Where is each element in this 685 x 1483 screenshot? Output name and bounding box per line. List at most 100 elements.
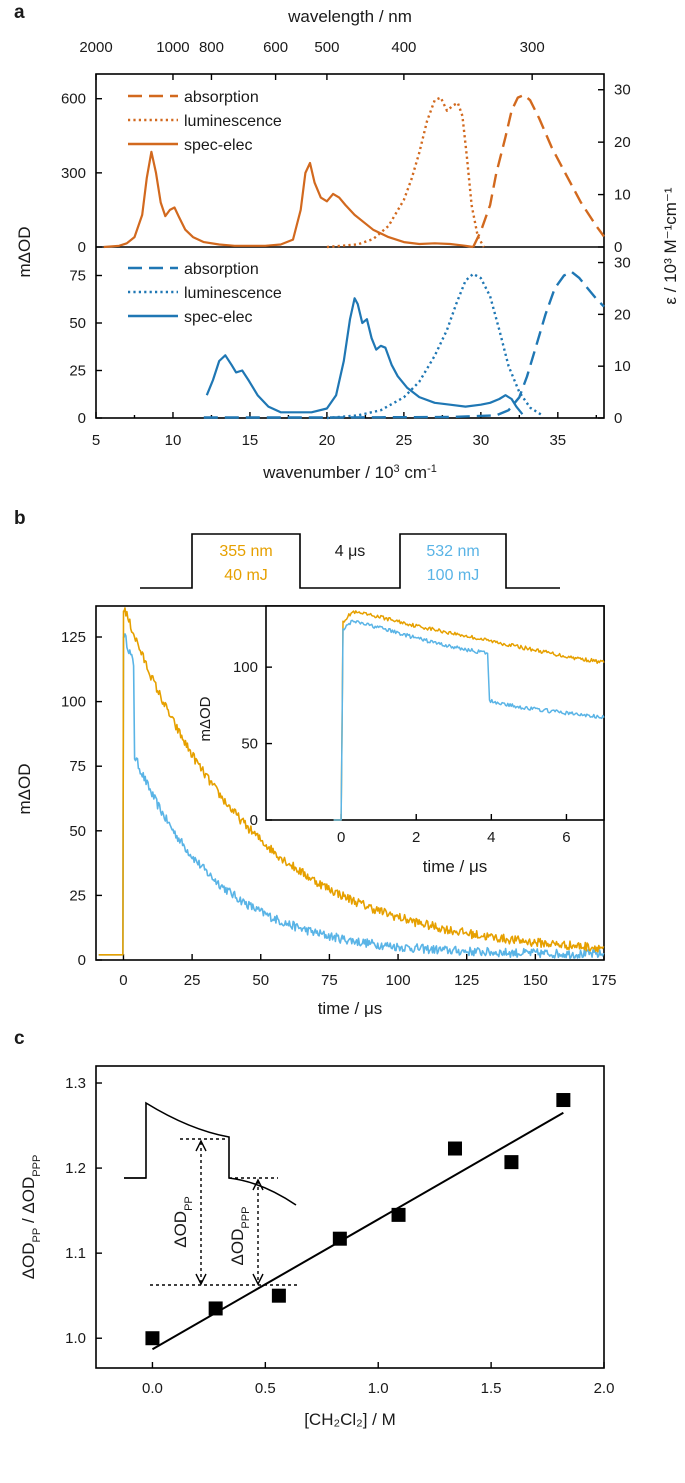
c-x-axis-tick-label: 1.5 [481, 1380, 502, 1397]
a-left-axis-tick-label: 600 [61, 91, 86, 108]
b-inset-y-axis-title: mΔOD [197, 696, 214, 741]
c-data-point [271, 1288, 286, 1303]
panel-label-c: c [14, 1028, 25, 1049]
a-x-axis-title: wavenumber / 103 cm-1 [262, 463, 437, 482]
top-axis-tick-label: 1000 [156, 39, 189, 56]
a-right-axis-title: ε / 10³ M⁻¹cm⁻¹ [661, 187, 680, 304]
b-inset-y-axis-tick-label: 50 [241, 736, 258, 753]
a-left-axis-tick-label: 50 [69, 315, 86, 332]
a-upper-luminescence-line [326, 96, 485, 249]
c-y-axis-tick-label: 1.2 [65, 1160, 86, 1177]
b-x-axis-tick-label: 175 [591, 972, 616, 989]
b-y-axis-tick-label: 75 [69, 758, 86, 775]
a-left-axis-tick-label: 0 [78, 239, 86, 256]
b-x-axis-title: time / μs [318, 999, 383, 1018]
c-x-axis-tick-label: 0.0 [142, 1380, 163, 1397]
a-lower-legend-label: spec-elec [184, 309, 252, 326]
c-x-axis-tick-label: 1.0 [368, 1380, 389, 1397]
a-lower-spec-elec-line [205, 297, 524, 415]
a-left-axis-tick-label: 0 [78, 410, 86, 427]
b-355nm-decay-line [98, 607, 605, 956]
b-x-axis-tick-label: 25 [184, 972, 201, 989]
c-inset-label-pp: ΔODPP [171, 1196, 195, 1248]
a-upper-legend-label: spec-elec [184, 137, 252, 154]
b-y-axis-tick-label: 0 [78, 952, 86, 969]
panel-label-b: b [14, 508, 26, 529]
a-upper-absorption-line [472, 93, 605, 248]
a-x-axis-tick-label: 30 [473, 432, 490, 449]
b-y-axis-tick-label: 25 [69, 887, 86, 904]
a-upper-spec-elec-line [103, 150, 474, 249]
top-axis-tick-label: 400 [391, 39, 416, 56]
b-y-axis-title: mΔOD [15, 763, 34, 814]
panel-label-a: a [14, 2, 25, 23]
a-right-axis-tick-label: 0 [614, 239, 622, 256]
c-y-axis-tick-label: 1.1 [65, 1245, 86, 1262]
a-left-axis-tick-label: 75 [69, 268, 86, 285]
top-axis-tick-label: 500 [314, 39, 339, 56]
a-left-axis-title: mΔOD [15, 226, 34, 277]
a-x-axis-tick-label: 5 [92, 432, 100, 449]
top-axis-tick-label: 300 [520, 39, 545, 56]
top-axis-tick-label: 800 [199, 39, 224, 56]
c-data-point [447, 1141, 462, 1156]
c-inset-arrowheads-ppp [252, 1178, 264, 1286]
a-x-axis-tick-label: 35 [549, 432, 566, 449]
c-data-point [208, 1301, 223, 1316]
b-y-axis-tick-label: 125 [61, 629, 86, 646]
c-y-axis-tick-label: 1.3 [65, 1075, 86, 1092]
b-x-axis-tick-label: 0 [119, 972, 127, 989]
c-inset-label-ppp: ΔODPPP [228, 1207, 252, 1266]
top-axis-title: wavelength / nm [287, 7, 412, 26]
pulse2-energy: 100 mJ [427, 567, 479, 584]
c-inset-schematic-trace [124, 1101, 297, 1206]
c-x-axis-title: [CH₂Cl₂] / M [304, 1410, 396, 1429]
b-inset-x-axis-tick-label: 2 [412, 829, 420, 846]
b-inset-frame [265, 605, 605, 821]
c-x-axis-tick-label: 0.5 [255, 1380, 276, 1397]
a-upper-legend-label: luminescence [184, 113, 282, 130]
pulse1-wavelength: 355 nm [219, 543, 272, 560]
b-x-axis-tick-label: 50 [252, 972, 269, 989]
b-x-axis-tick-label: 150 [523, 972, 548, 989]
a-left-axis-tick-label: 300 [61, 165, 86, 182]
b-inset-x-axis-tick-label: 6 [562, 829, 570, 846]
a-right-axis-tick-label: 30 [614, 82, 631, 99]
pulse2-wavelength: 532 nm [426, 543, 479, 560]
a-x-axis-tick-label: 10 [165, 432, 182, 449]
c-y-axis-title: ΔODPP / ΔODPPP [19, 1155, 43, 1280]
a-lower-legend-label: absorption [184, 261, 259, 278]
panel-a-frame [95, 73, 605, 419]
a-x-axis-tick-label: 20 [319, 432, 336, 449]
a-left-axis-tick-label: 25 [69, 363, 86, 380]
b-inset-y-axis-tick-label: 0 [250, 812, 258, 829]
b-inset-x-axis-tick-label: 0 [337, 829, 345, 846]
pulse-gap-label: 4 μs [335, 543, 366, 560]
a-lower-legend-label: luminescence [184, 285, 282, 302]
top-axis-tick-label: 2000 [79, 39, 112, 56]
b-inset-x-axis-tick-label: 4 [487, 829, 495, 846]
b-532nm-decay-line [98, 633, 605, 960]
c-data-point [145, 1331, 160, 1346]
a-lower-luminescence-line [326, 272, 544, 420]
b-x-axis-tick-label: 100 [386, 972, 411, 989]
a-right-axis-tick-label: 10 [614, 187, 631, 204]
b-inset-y-axis-tick-label: 100 [233, 659, 258, 676]
c-data-point [504, 1155, 519, 1170]
c-data-point [556, 1093, 571, 1108]
b-x-axis-tick-label: 125 [454, 972, 479, 989]
a-x-axis-tick-label: 25 [396, 432, 413, 449]
a-right-axis-tick-label: 20 [614, 306, 631, 323]
b-inset-355nm-line [333, 610, 605, 821]
panel-c-frame [95, 1065, 605, 1369]
c-x-axis-tick-label: 2.0 [594, 1380, 615, 1397]
b-inset-532nm-line [333, 619, 605, 821]
c-inset-arrowheads-pp [195, 1139, 207, 1286]
b-y-axis-tick-label: 100 [61, 694, 86, 711]
c-y-axis-tick-label: 1.0 [65, 1330, 86, 1347]
a-right-axis-tick-label: 20 [614, 134, 631, 151]
a-right-axis-tick-label: 30 [614, 255, 631, 272]
c-data-point [391, 1207, 406, 1222]
a-right-axis-tick-label: 10 [614, 358, 631, 375]
